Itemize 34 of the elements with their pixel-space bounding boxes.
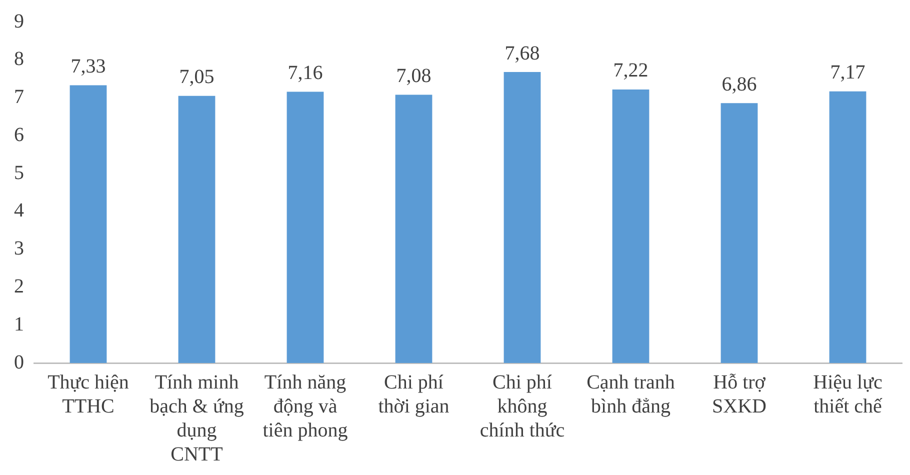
x-tick-label: Chi phí không chính thức	[480, 371, 565, 442]
y-tick-label: 5	[14, 162, 24, 184]
data-label: 7,17	[830, 62, 866, 84]
data-label: 7,68	[504, 42, 540, 64]
bar	[395, 94, 432, 363]
bar	[286, 92, 324, 363]
data-label: 6,86	[722, 73, 757, 96]
y-tick-label: 7	[14, 86, 24, 108]
bar	[612, 89, 650, 363]
bar	[829, 91, 866, 363]
data-label: 7,16	[288, 62, 323, 84]
y-tick-label: 4	[14, 200, 24, 222]
bar	[178, 96, 216, 363]
y-tick-label: 0	[14, 351, 24, 374]
y-tick-label: 6	[14, 124, 24, 146]
data-label: 7,05	[179, 66, 214, 88]
data-label: 7,22	[613, 60, 648, 82]
data-label: 7,08	[396, 64, 432, 87]
data-label: 7,33	[70, 56, 106, 78]
y-tick-label: 2	[14, 275, 24, 298]
x-tick-label: Thực hiện TTHC	[48, 371, 129, 418]
bar	[720, 103, 758, 363]
x-tick-label: Tính năng động và tiên phong	[262, 371, 348, 442]
x-tick-label: Chi phí thời gian	[378, 371, 450, 418]
y-tick-label: 8	[14, 48, 24, 70]
bar	[70, 85, 107, 363]
x-tick-label: Cạnh tranh bình đẳng	[586, 371, 675, 418]
x-tick-label: Hiệu lực thiết chế	[813, 371, 884, 418]
bar	[504, 72, 541, 363]
y-tick-label: 9	[14, 10, 24, 32]
y-tick-label: 3	[14, 238, 24, 260]
x-tick-label: Hỗ trợ SXKD	[712, 371, 766, 418]
y-tick-label: 1	[14, 313, 24, 336]
x-tick-label: Tính minh bạch & ứng dụng CNTT	[150, 371, 244, 466]
